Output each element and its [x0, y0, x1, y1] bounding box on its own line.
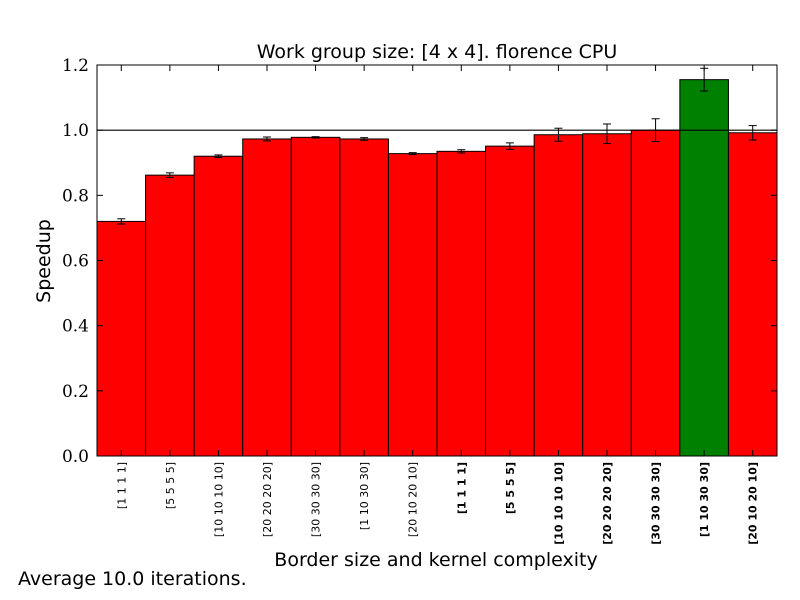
x-tick-label: [10 10 10 10]: [552, 462, 565, 545]
x-tick-label: [10 10 10 10]: [212, 462, 225, 537]
plot-area: [96, 64, 778, 457]
x-axis-label: Border size and kernel complexity: [274, 549, 597, 571]
y-tick-label: 0.6: [62, 252, 89, 272]
error-bar-9: [554, 127, 563, 142]
bar-13: [727, 132, 778, 457]
bar-4: [290, 136, 341, 457]
y-tick-label: 0.2: [62, 382, 89, 402]
bar-1: [145, 174, 195, 457]
bar-9: [533, 134, 584, 457]
error-bar-4: [311, 136, 320, 139]
chart-title: Work group size: [4 x 4]. florence CPU: [257, 41, 618, 63]
error-bar-7: [457, 149, 466, 154]
x-axis-ticks: [1 1 1 1] [5 5 5 5] [10 10 10 10] [20 20 20…: [115, 65, 760, 545]
y-tick-label: 0.0: [62, 447, 89, 467]
y-tick-label: 1.2: [62, 56, 89, 76]
bar-11: [630, 129, 681, 457]
error-bar-5: [360, 137, 369, 141]
error-bar-0: [117, 218, 126, 225]
x-tick-label: [5 5 5 5]: [504, 462, 517, 514]
x-tick-label: [20 10 20 10]: [407, 462, 420, 537]
x-tick-label: [1 10 30 30]: [358, 462, 371, 530]
y-axis-ticks: 0.0 0.2 0.4 0.6 0.8 1.0 1.2: [62, 56, 777, 467]
error-bar-3: [263, 136, 271, 142]
error-bar-11: [651, 118, 660, 143]
bar-6: [387, 153, 438, 457]
x-tick-label: [20 10 20 10]: [747, 462, 760, 545]
x-tick-label: [20 20 20 20]: [261, 462, 274, 537]
error-bar-2: [214, 154, 223, 159]
error-bar-1: [165, 172, 174, 178]
iterations-note: Average 10.0 iterations.: [18, 568, 247, 590]
bar-5: [339, 138, 389, 457]
bar-7: [436, 150, 487, 457]
error-bar-13: [748, 125, 757, 141]
bar-12: [679, 79, 729, 457]
x-tick-label: [1 1 1 1]: [455, 462, 468, 514]
y-tick-label: 0.4: [62, 317, 89, 337]
bar-2: [193, 155, 244, 457]
y-axis-label: Speedup: [33, 219, 55, 303]
x-tick-label: [20 20 20 20]: [601, 462, 614, 545]
bar-3: [242, 138, 292, 457]
y-tick-label: 1.0: [62, 121, 89, 141]
x-tick-label: [30 30 30 30]: [650, 462, 663, 545]
x-tick-label: [30 30 30 30]: [310, 462, 323, 537]
error-bar-6: [408, 152, 417, 156]
x-tick-label: [5 5 5 5]: [164, 462, 177, 509]
error-bar-10: [603, 123, 611, 145]
bar-10: [582, 133, 632, 457]
x-tick-label: [1 10 30 30]: [698, 462, 711, 537]
bar-8: [485, 145, 535, 457]
x-tick-label: [1 1 1 1]: [115, 462, 128, 509]
error-bar-8: [505, 142, 514, 150]
bar-0: [96, 220, 147, 457]
y-tick-label: 0.8: [62, 186, 89, 206]
